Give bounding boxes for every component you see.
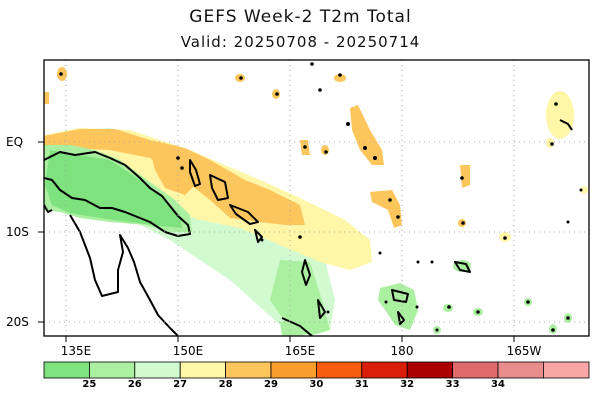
colorbar-label: 27 (173, 379, 188, 390)
colorbar-swatch-3 (134, 361, 181, 379)
colorbar-swatch-12 (543, 361, 590, 379)
colorbar-label: 29 (264, 379, 278, 390)
colorbar-swatch-4 (179, 361, 226, 379)
colorbar-swatch-1 (43, 361, 90, 379)
colorbar-swatch-7 (315, 361, 363, 379)
colorbar-label: 34 (491, 379, 505, 390)
lat-label-20s: 20S (6, 315, 29, 329)
lon-label-165e: 165E (284, 344, 316, 358)
colorbar-label: 25 (82, 379, 97, 390)
valid-dates: Valid: 20250708 - 20250714 (180, 33, 421, 51)
colorbar-label: 33 (445, 379, 460, 390)
lat-label-eq: EQ (6, 135, 24, 149)
lon-label-180: 180 (390, 344, 414, 358)
map-frame (43, 59, 590, 337)
lon-label-165w: 165W (506, 344, 542, 358)
tick-marks (38, 141, 515, 342)
lon-label-135e: 135E (60, 344, 92, 358)
colorbar-swatch-5 (225, 361, 272, 379)
colorbar-label: 26 (127, 379, 142, 390)
map-title: GEFS Week-2 T2m Total (189, 7, 412, 27)
temperature-fill (44, 62, 588, 336)
lat-label-10s: 10S (6, 225, 29, 239)
colorbar-swatch-2 (89, 361, 136, 379)
colorbar (43, 361, 590, 379)
colorbar-swatch-9 (406, 361, 454, 379)
colorbar-swatch-8 (361, 361, 408, 379)
colorbar-label: 28 (218, 379, 233, 390)
colorbar-swatch-6 (270, 361, 317, 379)
colorbar-label: 30 (309, 379, 324, 390)
grid-lines (44, 60, 589, 336)
lon-label-150e: 150E (172, 344, 204, 358)
colorbar-label: 32 (400, 379, 415, 390)
colorbar-swatch-11 (497, 361, 544, 379)
colorbar-label: 31 (354, 379, 369, 390)
colorbar-swatch-10 (452, 361, 499, 379)
